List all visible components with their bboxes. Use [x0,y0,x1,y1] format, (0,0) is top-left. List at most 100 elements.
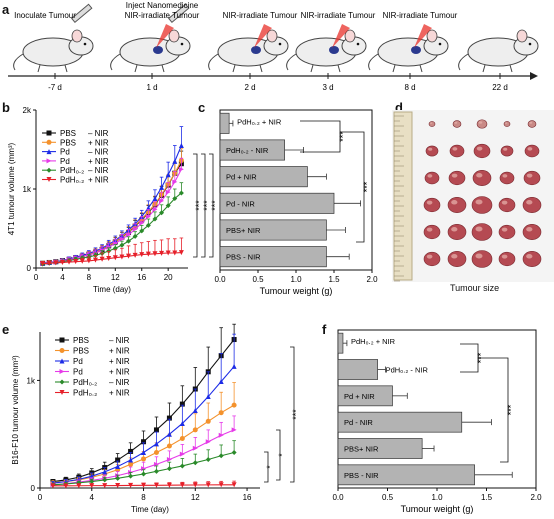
legend-marker [46,167,52,173]
tumour-highlight [526,200,533,205]
data-point [132,226,138,232]
data-point [106,256,112,262]
data-point [165,189,171,195]
timeline-event-label: NIR-irradiate Tumour [125,11,200,20]
tumour-spot [153,46,163,54]
tumour-specimen [473,143,491,159]
data-point [128,448,134,454]
legend-series-name: PBS [60,129,76,138]
legend-series-name: Pd [60,157,70,166]
laser-beam-icon [414,24,432,48]
tumour-specimen [447,251,467,267]
tumour-highlight [526,227,533,232]
tumour-specimen [471,223,493,241]
data-point [159,184,165,190]
bar [219,166,308,188]
significance-label: * [265,465,275,469]
tumour-specimen [423,251,441,267]
data-point [153,441,159,447]
data-point [92,257,98,263]
series-line [42,145,182,264]
significance-label: *** [362,181,372,192]
legend-series-name: Pd [73,368,83,377]
data-point [53,260,59,266]
tumour-highlight [503,147,508,151]
data-point [76,480,82,486]
data-point [165,203,171,209]
tumour-highlight [475,199,483,205]
legend-series-suffix: + NIR [88,176,109,185]
data-point [166,415,172,421]
tumour-specimen [476,119,488,129]
data-point [139,220,145,226]
tumour-highlight [451,227,458,232]
tumour-highlight [452,147,458,151]
tumour-specimen [522,224,542,240]
data-point [152,251,158,257]
bar [337,332,344,354]
data-point [119,254,125,260]
significance-bracket [201,153,206,258]
data-point [192,408,198,414]
data-point [218,410,224,416]
mouse-ear [168,29,180,43]
significance-label: *** [194,200,204,211]
significance-bracket [290,346,295,483]
data-point [192,460,198,466]
tumour-specimen [452,120,462,128]
data-point [128,457,134,463]
mouse-tail [368,53,379,71]
data-point [179,482,185,488]
tumour-highlight [505,122,508,124]
tumour-specimen [523,170,541,186]
series-group [50,480,237,489]
mouse-ear [71,29,83,43]
x-tick-label: 0.0 [214,275,226,284]
data-point [205,456,211,462]
chart-4t1-tumour-weight: 0.0 0.5 1.0 1.5 2.0 Tumour weight (g) PdH₀.₂ +… [214,109,378,296]
data-point [145,251,151,257]
data-point [89,479,95,485]
data-point [153,468,159,474]
tumour-highlight [501,254,508,259]
legend-marker [59,379,65,385]
legend-series-name: Pd [60,148,70,157]
data-point [231,363,237,369]
tumour-highlight [476,173,483,178]
tumour-specimen [425,145,439,157]
mouse-tail [286,53,297,71]
data-point [128,473,134,479]
data-point [128,482,134,488]
tumour-highlight [502,174,508,178]
legend-marker [59,348,65,353]
data-point [178,166,184,172]
data-point [205,394,211,400]
tumour-highlight [430,122,433,124]
data-point [73,259,79,265]
data-point [192,445,198,451]
legend-series-suffix: + NIR [109,357,130,366]
significance-bracket [340,131,365,243]
data-point [165,172,171,178]
bar-category-label: PBS - NIR [226,253,261,262]
tumour-specimen [447,197,467,213]
data-point [102,477,108,483]
x-tick-label: 4 [90,493,95,502]
data-point [128,461,134,467]
data-point [231,482,237,488]
mouse-eye [528,42,532,46]
x-tick-label: 8 [87,273,92,282]
legend-series-suffix: – NIR [88,166,109,175]
data-point [153,449,159,455]
timeline-day-label: 22 d [492,83,508,92]
data-point [119,236,125,242]
legend-series-suffix: – NIR [109,378,130,387]
x-tick-label: 2.0 [530,493,542,502]
syringe-icon [71,3,93,24]
y-axis-label: B16-F10 tumour volume (mm³) [11,355,20,465]
data-point [112,255,118,261]
tumour-highlight [454,121,458,124]
legend-series-suffix: + NIR [109,347,130,356]
series-line [42,252,182,265]
